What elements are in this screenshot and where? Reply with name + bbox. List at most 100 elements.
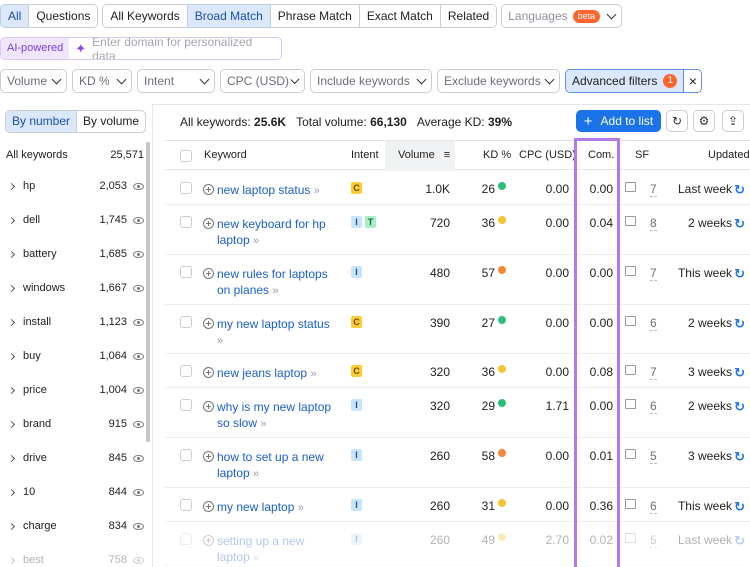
refresh-icon[interactable]: ↻ — [734, 316, 745, 331]
eye-icon[interactable] — [133, 250, 144, 258]
keyword-link[interactable]: new rules for laptops — [217, 267, 328, 281]
keyword-link-continued[interactable]: laptop — [217, 466, 250, 480]
keyword-link-continued[interactable]: laptop — [217, 550, 250, 564]
domain-input[interactable]: ✦ Enter domain for personalized data — [69, 38, 281, 59]
group-item[interactable]: buy 1,064 — [0, 346, 144, 366]
add-keyword-icon[interactable] — [203, 367, 214, 378]
group-item[interactable]: price 1,004 — [0, 380, 144, 400]
tab-related[interactable]: Related — [440, 5, 497, 27]
eye-icon[interactable] — [133, 420, 144, 428]
eye-icon[interactable] — [133, 488, 144, 496]
serp-features-count[interactable]: 8 — [650, 216, 657, 231]
row-checkbox[interactable] — [180, 182, 192, 194]
refresh-icon[interactable]: ↻ — [734, 365, 745, 380]
tab-broad-match[interactable]: Broad Match — [187, 5, 271, 27]
open-serp-icon[interactable]: » — [272, 285, 279, 297]
keyword-link[interactable]: why is my new laptop — [217, 400, 332, 414]
row-checkbox[interactable] — [180, 533, 192, 545]
row-checkbox[interactable] — [180, 449, 192, 461]
row-checkbox[interactable] — [180, 499, 192, 511]
add-to-list-button[interactable]: + Add to list — [576, 110, 661, 132]
refresh-icon[interactable]: ↻ — [734, 499, 745, 514]
eye-icon[interactable] — [133, 182, 144, 190]
open-serp-icon[interactable]: » — [313, 185, 320, 197]
advanced-filters-button[interactable]: Advanced filters 1 — [566, 70, 684, 92]
group-item[interactable]: charge 834 — [0, 516, 144, 536]
keyword-link[interactable]: new jeans laptop — [217, 366, 308, 380]
kd-filter[interactable]: KD % — [72, 69, 132, 93]
group-item[interactable]: dell 1,745 — [0, 210, 144, 230]
keyword-link[interactable]: new laptop status — [217, 183, 311, 197]
open-serp-icon[interactable]: » — [217, 335, 224, 347]
refresh-icon[interactable]: ↻ — [734, 216, 745, 231]
refresh-icon[interactable]: ↻ — [734, 182, 745, 197]
serp-features-count[interactable]: 7 — [650, 266, 657, 281]
serp-features-count[interactable]: 7 — [650, 365, 657, 380]
tab-exact-match[interactable]: Exact Match — [359, 5, 441, 27]
open-serp-icon[interactable]: » — [297, 502, 304, 514]
col-cpc[interactable]: CPC (USD) — [519, 149, 576, 161]
eye-icon[interactable] — [133, 352, 144, 360]
open-serp-icon[interactable]: » — [310, 368, 317, 380]
open-serp-icon[interactable]: » — [260, 418, 267, 430]
tab-all-keywords[interactable]: All Keywords — [103, 5, 188, 27]
row-checkbox[interactable] — [180, 266, 192, 278]
keyword-link-continued[interactable]: so slow — [217, 416, 258, 430]
col-intent[interactable]: Intent — [351, 149, 379, 161]
tab-phrase-match[interactable]: Phrase Match — [270, 5, 360, 27]
keyword-link-continued[interactable]: on planes — [217, 283, 270, 297]
col-kd[interactable]: KD % — [483, 149, 512, 161]
group-item[interactable]: install 1,123 — [0, 312, 144, 332]
eye-icon[interactable] — [133, 318, 144, 326]
serp-features-count[interactable]: 5 — [650, 533, 657, 548]
col-keyword[interactable]: Keyword — [204, 149, 247, 161]
add-keyword-icon[interactable] — [203, 535, 214, 546]
add-keyword-icon[interactable] — [203, 184, 214, 195]
by-number-button[interactable]: By number — [6, 111, 78, 132]
group-item[interactable]: drive 845 — [0, 448, 144, 468]
add-keyword-icon[interactable] — [203, 451, 214, 462]
serp-features-count[interactable]: 5 — [650, 449, 657, 464]
exclude-keywords-filter[interactable]: Exclude keywords — [437, 69, 560, 93]
refresh-icon[interactable]: ↻ — [734, 533, 745, 548]
group-item[interactable]: best 758 — [0, 550, 144, 567]
col-com[interactable]: Com. — [588, 149, 615, 161]
export-button[interactable]: ⇪ — [722, 110, 744, 132]
eye-icon[interactable] — [133, 454, 144, 462]
group-item[interactable]: 10 844 — [0, 482, 144, 502]
row-checkbox[interactable] — [180, 399, 192, 411]
tab-all[interactable]: All — [1, 5, 30, 27]
serp-features-count[interactable]: 7 — [650, 182, 657, 197]
eye-icon[interactable] — [133, 556, 144, 564]
include-keywords-filter[interactable]: Include keywords — [310, 69, 432, 93]
row-checkbox[interactable] — [180, 365, 192, 377]
eye-icon[interactable] — [133, 284, 144, 292]
eye-icon[interactable] — [133, 522, 144, 530]
volume-filter[interactable]: Volume — [0, 69, 67, 93]
group-item[interactable]: hp 2,053 — [0, 176, 144, 196]
keyword-link[interactable]: my new laptop — [217, 500, 295, 514]
cpc-filter[interactable]: CPC (USD) — [220, 69, 305, 93]
serp-features-count[interactable]: 6 — [650, 316, 657, 331]
open-serp-icon[interactable]: » — [253, 235, 260, 247]
languages-dropdown[interactable]: Languages beta — [501, 4, 623, 28]
keyword-link-continued[interactable]: laptop — [217, 233, 250, 247]
serp-features-count[interactable]: 6 — [650, 399, 657, 414]
add-keyword-icon[interactable] — [203, 218, 214, 229]
serp-features-count[interactable]: 6 — [650, 499, 657, 514]
col-updated[interactable]: Updated — [708, 149, 750, 161]
eye-icon[interactable] — [133, 386, 144, 394]
add-keyword-icon[interactable] — [203, 318, 214, 329]
keyword-link[interactable]: my new laptop status — [217, 317, 330, 331]
scrollbar[interactable] — [146, 142, 150, 442]
row-checkbox[interactable] — [180, 316, 192, 328]
refresh-icon[interactable]: ↻ — [734, 399, 745, 414]
select-all-checkbox[interactable] — [180, 150, 192, 162]
add-keyword-icon[interactable] — [203, 501, 214, 512]
refresh-icon[interactable]: ↻ — [734, 266, 745, 281]
all-keywords-group[interactable]: All keywords 25,571 — [6, 149, 144, 161]
open-serp-icon[interactable]: » — [253, 468, 260, 480]
eye-icon[interactable] — [133, 216, 144, 224]
group-item[interactable]: brand 915 — [0, 414, 144, 434]
group-item[interactable]: battery 1,685 — [0, 244, 144, 264]
